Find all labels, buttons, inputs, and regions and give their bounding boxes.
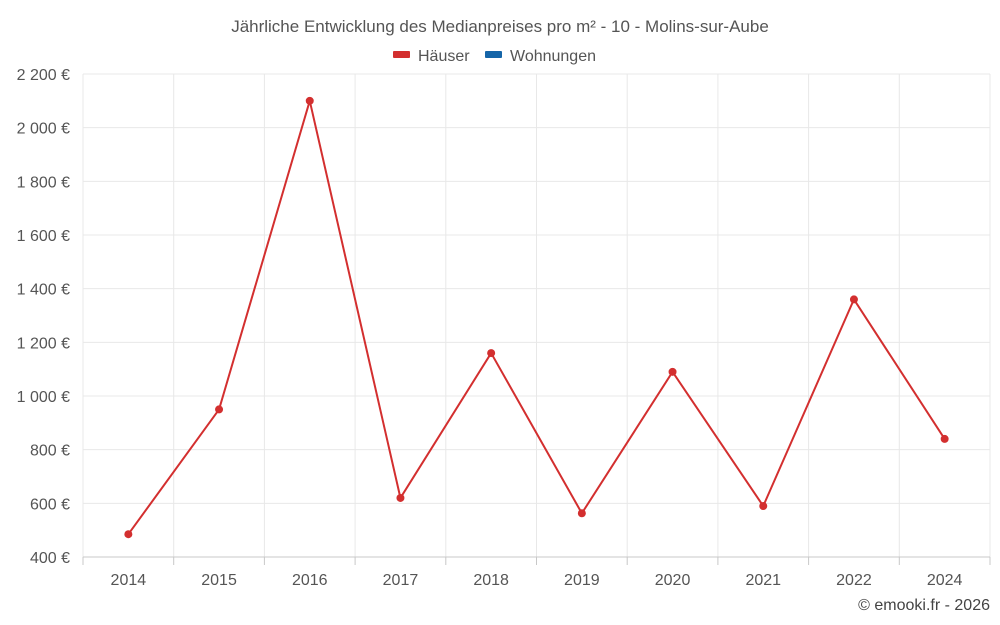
data-point: [940, 434, 949, 443]
data-point: [215, 405, 224, 414]
chart-title: Jährliche Entwicklung des Medianpreises …: [231, 17, 769, 36]
x-tick-label: 2016: [292, 572, 328, 589]
y-tick-label: 2 200 €: [17, 67, 70, 84]
legend-swatch-haeuser: [393, 51, 410, 58]
x-tick-label: 2017: [383, 572, 419, 589]
data-point: [487, 349, 496, 358]
x-tick-label: 2021: [745, 572, 781, 589]
legend-item-haeuser[interactable]: Häuser: [393, 48, 470, 65]
credit-text: © emooki.fr - 2026: [858, 597, 990, 614]
x-tick-labels: 2014 2015 2016 2017 2018 2019 2020 2021 2022 2024: [111, 572, 963, 589]
series-line: [127, 99, 946, 535]
x-tick-label: 2018: [473, 572, 509, 589]
y-tick-label: 800 €: [30, 443, 70, 460]
y-tick-label: 400 €: [30, 550, 70, 567]
x-tick-label: 2015: [201, 572, 237, 589]
x-tick-label: 2014: [111, 572, 147, 589]
legend-item-wohnungen[interactable]: Wohnungen: [485, 48, 596, 65]
y-tick-labels: 400 € 600 € 800 € 1 000 € 1 200 € 1 400 € 1 60…: [17, 67, 70, 567]
y-tick-label: 1 400 €: [17, 282, 70, 299]
data-point: [124, 530, 133, 539]
y-tick-label: 1 000 €: [17, 389, 70, 406]
y-tick-label: 600 €: [30, 496, 70, 513]
legend: Häuser Wohnungen: [393, 48, 596, 65]
x-tick-label: 2022: [836, 572, 872, 589]
legend-label-wohnungen: Wohnungen: [510, 48, 596, 65]
y-tick-label: 1 800 €: [17, 174, 70, 191]
data-point: [305, 96, 314, 105]
axes: [82, 556, 991, 565]
x-tick-label: 2020: [655, 572, 691, 589]
series-haeuser: [124, 96, 949, 539]
legend-swatch-wohnungen: [485, 51, 502, 58]
grid: [82, 73, 991, 557]
data-point: [759, 502, 768, 511]
data-point: [396, 493, 405, 502]
x-tick-label: 2019: [564, 572, 600, 589]
data-point: [668, 367, 677, 376]
y-tick-label: 2 000 €: [17, 121, 70, 138]
data-point: [577, 509, 586, 518]
legend-label-haeuser: Häuser: [418, 48, 470, 65]
x-tick-label: 2024: [927, 572, 963, 589]
data-point: [849, 295, 858, 304]
y-tick-label: 1 200 €: [17, 335, 70, 352]
y-tick-label: 1 600 €: [17, 228, 70, 245]
